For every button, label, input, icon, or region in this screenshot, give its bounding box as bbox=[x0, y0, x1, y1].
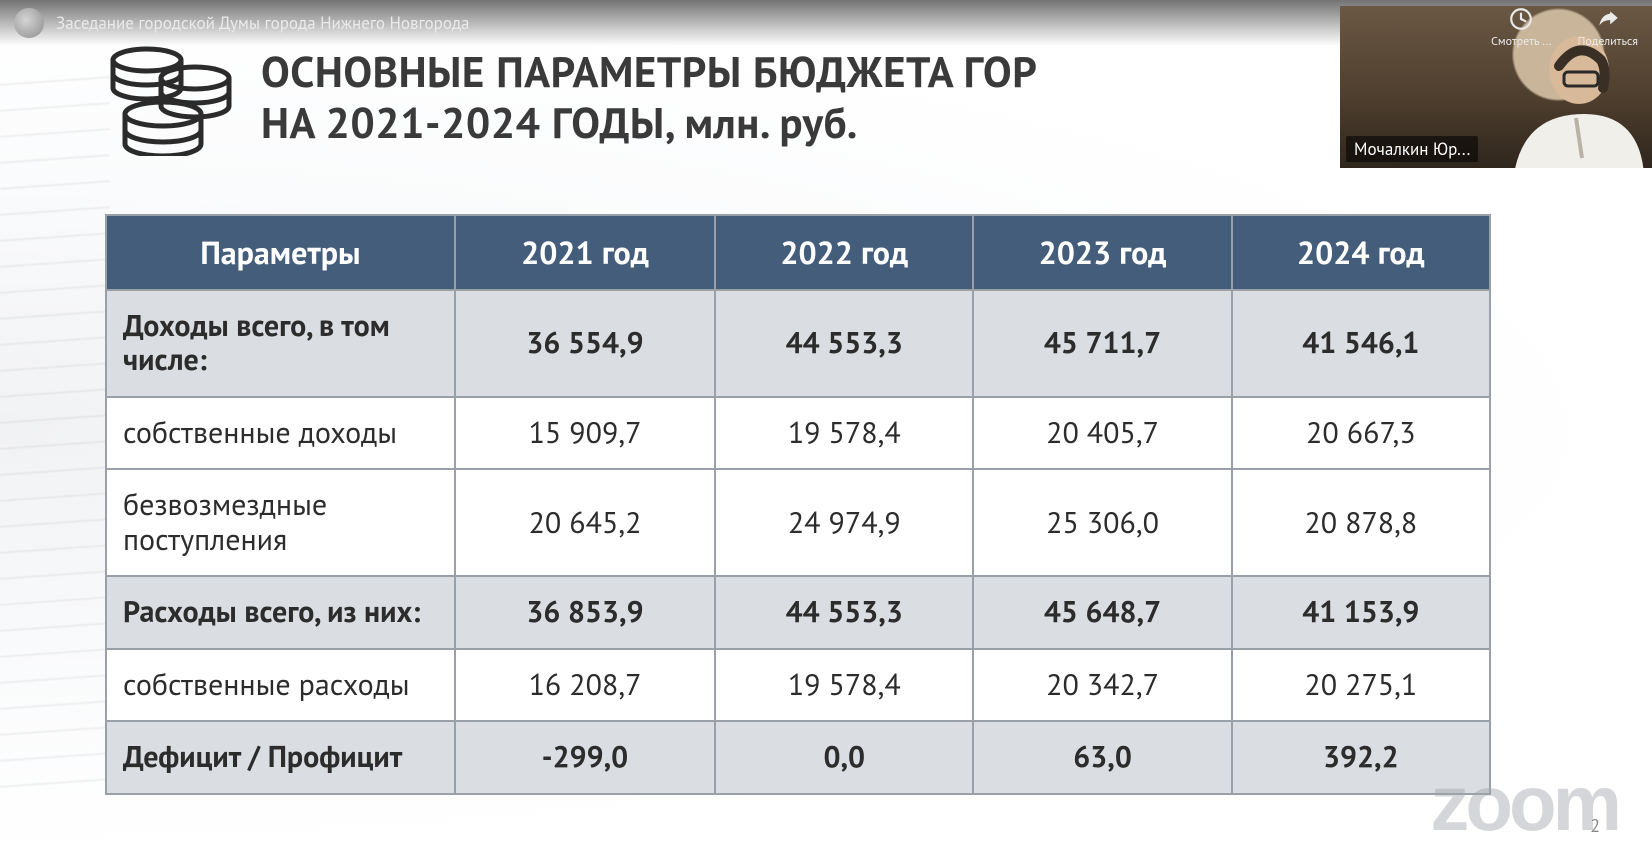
value-cell: 45 648,7 bbox=[973, 576, 1231, 649]
value-cell: 16 208,7 bbox=[455, 649, 715, 722]
share-button[interactable]: Поделиться bbox=[1577, 6, 1638, 49]
slide-title-line1: ОСНОВНЫЕ ПАРАМЕТРЫ БЮДЖЕТА ГОР bbox=[261, 46, 1037, 97]
share-label: Поделиться bbox=[1577, 34, 1638, 49]
value-cell: 20 342,7 bbox=[973, 649, 1231, 722]
share-arrow-icon bbox=[1595, 6, 1621, 32]
value-cell: 15 909,7 bbox=[455, 397, 715, 470]
param-cell: собственные доходы bbox=[106, 397, 455, 470]
value-cell: 41 546,1 bbox=[1232, 290, 1490, 397]
table-header-row: Параметры2021 год2022 год2023 год2024 го… bbox=[106, 215, 1490, 290]
table-row: Доходы всего, в том числе:36 554,944 553… bbox=[106, 290, 1490, 397]
table-row: Дефицит / Профицит-299,00,063,0392,2 bbox=[106, 721, 1490, 794]
value-cell: 44 553,3 bbox=[715, 576, 973, 649]
param-cell: Доходы всего, в том числе: bbox=[106, 290, 455, 397]
param-cell: безвозмездные поступления bbox=[106, 469, 455, 576]
col-header-params: Параметры bbox=[106, 215, 455, 290]
channel-avatar[interactable] bbox=[14, 8, 44, 38]
param-cell: собственные расходы bbox=[106, 649, 455, 722]
clock-icon bbox=[1508, 6, 1534, 32]
value-cell: 45 711,7 bbox=[973, 290, 1231, 397]
coins-stack-icon bbox=[105, 44, 233, 156]
value-cell: 36 554,9 bbox=[455, 290, 715, 397]
value-cell: 44 553,3 bbox=[715, 290, 973, 397]
value-cell: 20 405,7 bbox=[973, 397, 1231, 470]
value-cell: 20 275,1 bbox=[1232, 649, 1490, 722]
param-cell: Дефицит / Профицит bbox=[106, 721, 455, 794]
value-cell: 19 578,4 bbox=[715, 649, 973, 722]
slide-title-line2: НА 2021-2024 ГОДЫ, млн. руб. bbox=[261, 97, 1037, 148]
budget-parameters-table: Параметры2021 год2022 год2023 год2024 го… bbox=[105, 214, 1491, 795]
value-cell: 392,2 bbox=[1232, 721, 1490, 794]
value-cell: -299,0 bbox=[455, 721, 715, 794]
slide-page-number: 2 bbox=[1590, 814, 1600, 837]
value-cell: 36 853,9 bbox=[455, 576, 715, 649]
table-row: собственные доходы15 909,719 578,420 405… bbox=[106, 397, 1490, 470]
value-cell: 19 578,4 bbox=[715, 397, 973, 470]
value-cell: 41 153,9 bbox=[1232, 576, 1490, 649]
slide-title-block: ОСНОВНЫЕ ПАРАМЕТРЫ БЮДЖЕТА ГОР НА 2021-2… bbox=[261, 44, 1037, 147]
watch-later-button[interactable]: Смотреть ... bbox=[1491, 6, 1551, 49]
video-top-right-controls: Смотреть ... Поделиться bbox=[1491, 6, 1638, 49]
param-cell: Расходы всего, из них: bbox=[106, 576, 455, 649]
speaker-name-label: Мочалкин Юр... bbox=[1346, 136, 1478, 162]
col-header-year: 2022 год bbox=[715, 215, 973, 290]
value-cell: 25 306,0 bbox=[973, 469, 1231, 576]
watch-later-label: Смотреть ... bbox=[1491, 34, 1551, 49]
col-header-year: 2024 год bbox=[1232, 215, 1490, 290]
table-row: Расходы всего, из них:36 853,944 553,345… bbox=[106, 576, 1490, 649]
table-row: собственные расходы16 208,719 578,420 34… bbox=[106, 649, 1490, 722]
table-row: безвозмездные поступления20 645,224 974,… bbox=[106, 469, 1490, 576]
col-header-year: 2021 год bbox=[455, 215, 715, 290]
value-cell: 0,0 bbox=[715, 721, 973, 794]
col-header-year: 2023 год bbox=[973, 215, 1231, 290]
value-cell: 20 645,2 bbox=[455, 469, 715, 576]
value-cell: 20 878,8 bbox=[1232, 469, 1490, 576]
value-cell: 63,0 bbox=[973, 721, 1231, 794]
value-cell: 24 974,9 bbox=[715, 469, 973, 576]
value-cell: 20 667,3 bbox=[1232, 397, 1490, 470]
